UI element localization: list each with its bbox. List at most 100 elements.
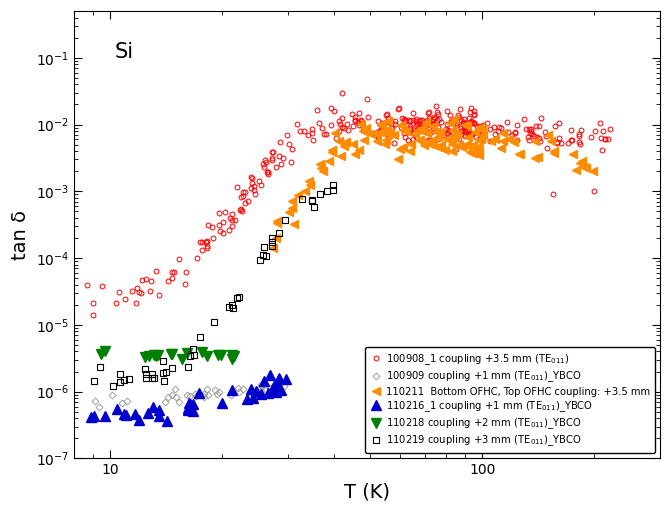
110219 coupling +3 mm (TE$_{011}$)_YBCO	[148, 375, 156, 381]
110218 coupling +2 mm (TE$_{011}$)_YBCO	[152, 353, 160, 359]
110219 coupling +3 mm (TE$_{011}$)_YBCO	[190, 352, 198, 359]
Line: 100909 coupling +1 mm (TE$_{011}$)_YBCO: 100909 coupling +1 mm (TE$_{011}$)_YBCO	[93, 382, 287, 410]
X-axis label: T (K): T (K)	[344, 483, 390, 502]
110219 coupling +3 mm (TE$_{011}$)_YBCO	[210, 319, 218, 325]
110219 coupling +3 mm (TE$_{011}$)_YBCO	[148, 370, 156, 377]
100909 coupling +1 mm (TE$_{011}$)_YBCO	[213, 390, 221, 397]
100908_1 coupling +3.5 mm (TE$_{011}$)	[429, 127, 437, 133]
110219 coupling +3 mm (TE$_{011}$)_YBCO	[90, 378, 98, 384]
110219 coupling +3 mm (TE$_{011}$)_YBCO	[268, 239, 276, 245]
110219 coupling +3 mm (TE$_{011}$)_YBCO	[256, 256, 264, 263]
100908_1 coupling +3.5 mm (TE$_{011}$)	[601, 135, 609, 142]
100909 coupling +1 mm (TE$_{011}$)_YBCO	[172, 394, 180, 401]
100908_1 coupling +3.5 mm (TE$_{011}$)	[89, 312, 97, 318]
110216_1 coupling +1 mm (TE$_{011}$)_YBCO	[155, 407, 163, 413]
110218 coupling +2 mm (TE$_{011}$)_YBCO	[197, 349, 205, 355]
110218 coupling +2 mm (TE$_{011}$)_YBCO	[145, 353, 153, 359]
110218 coupling +2 mm (TE$_{011}$)_YBCO	[227, 352, 236, 359]
100909 coupling +1 mm (TE$_{011}$)_YBCO	[123, 398, 131, 404]
100909 coupling +1 mm (TE$_{011}$)_YBCO	[257, 382, 265, 388]
Y-axis label: tan δ: tan δ	[11, 210, 30, 260]
110216_1 coupling +1 mm (TE$_{011}$)_YBCO	[195, 390, 203, 396]
110211  Bottom OFHC, Top OFHC coupling: +3.5 mm: (73.8, 0.00501): +3.5 mm: (73.8, 0.00501)	[429, 142, 437, 148]
110219 coupling +3 mm (TE$_{011}$)_YBCO	[225, 304, 233, 310]
110219 coupling +3 mm (TE$_{011}$)_YBCO	[141, 366, 149, 372]
Line: 110218 coupling +2 mm (TE$_{011}$)_YBCO: 110218 coupling +2 mm (TE$_{011}$)_YBCO	[97, 346, 238, 364]
110219 coupling +3 mm (TE$_{011}$)_YBCO	[142, 374, 150, 381]
100909 coupling +1 mm (TE$_{011}$)_YBCO	[200, 393, 208, 400]
100909 coupling +1 mm (TE$_{011}$)_YBCO	[192, 392, 200, 399]
100909 coupling +1 mm (TE$_{011}$)_YBCO	[203, 392, 211, 398]
110216_1 coupling +1 mm (TE$_{011}$)_YBCO	[270, 384, 278, 390]
100909 coupling +1 mm (TE$_{011}$)_YBCO	[270, 382, 278, 388]
110219 coupling +3 mm (TE$_{011}$)_YBCO	[159, 370, 167, 376]
110218 coupling +2 mm (TE$_{011}$)_YBCO	[178, 357, 186, 363]
110216_1 coupling +1 mm (TE$_{011}$)_YBCO	[150, 404, 158, 410]
110216_1 coupling +1 mm (TE$_{011}$)_YBCO	[257, 391, 265, 397]
110216_1 coupling +1 mm (TE$_{011}$)_YBCO	[227, 387, 236, 393]
110219 coupling +3 mm (TE$_{011}$)_YBCO	[235, 293, 243, 300]
100908_1 coupling +3.5 mm (TE$_{011}$)	[403, 118, 411, 124]
110216_1 coupling +1 mm (TE$_{011}$)_YBCO	[218, 400, 226, 406]
110216_1 coupling +1 mm (TE$_{011}$)_YBCO	[186, 401, 194, 407]
Line: 100908_1 coupling +3.5 mm (TE$_{011}$): 100908_1 coupling +3.5 mm (TE$_{011}$)	[85, 91, 612, 317]
100908_1 coupling +3.5 mm (TE$_{011}$)	[575, 130, 583, 136]
100908_1 coupling +3.5 mm (TE$_{011}$)	[83, 282, 91, 288]
110219 coupling +3 mm (TE$_{011}$)_YBCO	[158, 358, 166, 364]
110216_1 coupling +1 mm (TE$_{011}$)_YBCO	[243, 396, 251, 402]
100909 coupling +1 mm (TE$_{011}$)_YBCO	[175, 399, 183, 405]
110219 coupling +3 mm (TE$_{011}$)_YBCO	[116, 371, 124, 378]
100909 coupling +1 mm (TE$_{011}$)_YBCO	[257, 385, 265, 391]
110219 coupling +3 mm (TE$_{011}$)_YBCO	[196, 334, 204, 341]
110216_1 coupling +1 mm (TE$_{011}$)_YBCO	[272, 389, 280, 396]
100909 coupling +1 mm (TE$_{011}$)_YBCO	[95, 404, 103, 410]
100909 coupling +1 mm (TE$_{011}$)_YBCO	[272, 383, 280, 389]
110211  Bottom OFHC, Top OFHC coupling: +3.5 mm: (53.4, 0.00985): +3.5 mm: (53.4, 0.00985)	[377, 122, 385, 128]
110218 coupling +2 mm (TE$_{011}$)_YBCO	[166, 351, 174, 357]
110216_1 coupling +1 mm (TE$_{011}$)_YBCO	[189, 408, 197, 414]
110211  Bottom OFHC, Top OFHC coupling: +3.5 mm: (98, 0.00351): +3.5 mm: (98, 0.00351)	[475, 152, 483, 158]
110216_1 coupling +1 mm (TE$_{011}$)_YBCO	[282, 376, 290, 382]
110219 coupling +3 mm (TE$_{011}$)_YBCO	[186, 353, 194, 359]
100909 coupling +1 mm (TE$_{011}$)_YBCO	[248, 390, 256, 397]
110211  Bottom OFHC, Top OFHC coupling: +3.5 mm: (83.9, 0.0122): +3.5 mm: (83.9, 0.0122)	[450, 115, 458, 122]
100909 coupling +1 mm (TE$_{011}$)_YBCO	[256, 382, 264, 388]
110218 coupling +2 mm (TE$_{011}$)_YBCO	[150, 352, 158, 359]
110219 coupling +3 mm (TE$_{011}$)_YBCO	[308, 198, 316, 204]
110211  Bottom OFHC, Top OFHC coupling: +3.5 mm: (96.3, 0.00406): +3.5 mm: (96.3, 0.00406)	[472, 148, 480, 154]
110216_1 coupling +1 mm (TE$_{011}$)_YBCO	[268, 387, 276, 393]
110219 coupling +3 mm (TE$_{011}$)_YBCO	[160, 378, 168, 384]
Line: 110219 coupling +3 mm (TE$_{011}$)_YBCO: 110219 coupling +3 mm (TE$_{011}$)_YBCO	[90, 181, 336, 389]
Line: 110216_1 coupling +1 mm (TE$_{011}$)_YBCO: 110216_1 coupling +1 mm (TE$_{011}$)_YBC…	[86, 370, 291, 426]
110216_1 coupling +1 mm (TE$_{011}$)_YBCO	[144, 410, 152, 417]
100909 coupling +1 mm (TE$_{011}$)_YBCO	[280, 383, 289, 389]
110219 coupling +3 mm (TE$_{011}$)_YBCO	[120, 377, 128, 383]
110219 coupling +3 mm (TE$_{011}$)_YBCO	[268, 235, 276, 241]
110219 coupling +3 mm (TE$_{011}$)_YBCO	[189, 346, 197, 352]
110219 coupling +3 mm (TE$_{011}$)_YBCO	[259, 252, 267, 258]
100909 coupling +1 mm (TE$_{011}$)_YBCO	[215, 389, 223, 395]
110216_1 coupling +1 mm (TE$_{011}$)_YBCO	[87, 414, 95, 420]
100909 coupling +1 mm (TE$_{011}$)_YBCO	[191, 391, 199, 397]
110219 coupling +3 mm (TE$_{011}$)_YBCO	[308, 197, 316, 203]
100909 coupling +1 mm (TE$_{011}$)_YBCO	[272, 383, 280, 389]
100909 coupling +1 mm (TE$_{011}$)_YBCO	[200, 391, 208, 398]
110219 coupling +3 mm (TE$_{011}$)_YBCO	[115, 379, 123, 385]
110216_1 coupling +1 mm (TE$_{011}$)_YBCO	[113, 406, 121, 412]
110219 coupling +3 mm (TE$_{011}$)_YBCO	[316, 191, 324, 198]
Line: 110211  Bottom OFHC, Top OFHC coupling: +3.5 mm: 110211 Bottom OFHC, Top OFHC coupling: +…	[269, 114, 597, 252]
100909 coupling +1 mm (TE$_{011}$)_YBCO	[256, 385, 264, 391]
110216_1 coupling +1 mm (TE$_{011}$)_YBCO	[260, 378, 268, 384]
100909 coupling +1 mm (TE$_{011}$)_YBCO	[183, 391, 191, 398]
110216_1 coupling +1 mm (TE$_{011}$)_YBCO	[163, 418, 171, 424]
110216_1 coupling +1 mm (TE$_{011}$)_YBCO	[189, 401, 197, 407]
100909 coupling +1 mm (TE$_{011}$)_YBCO	[261, 387, 269, 393]
110219 coupling +3 mm (TE$_{011}$)_YBCO	[262, 253, 270, 259]
100909 coupling +1 mm (TE$_{011}$)_YBCO	[275, 385, 283, 391]
110216_1 coupling +1 mm (TE$_{011}$)_YBCO	[121, 412, 130, 418]
100909 coupling +1 mm (TE$_{011}$)_YBCO	[198, 392, 206, 398]
100909 coupling +1 mm (TE$_{011}$)_YBCO	[118, 400, 126, 406]
110216_1 coupling +1 mm (TE$_{011}$)_YBCO	[89, 412, 97, 419]
100908_1 coupling +3.5 mm (TE$_{011}$)	[309, 136, 317, 143]
110216_1 coupling +1 mm (TE$_{011}$)_YBCO	[119, 411, 127, 417]
